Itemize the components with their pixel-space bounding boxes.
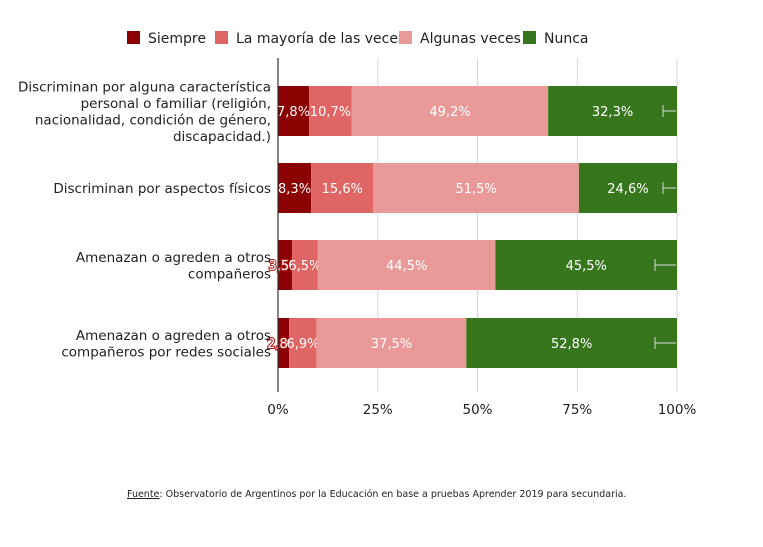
- category-label: Amenazan o agreden a otros: [76, 328, 271, 344]
- category-label: Discriminan por alguna característica: [18, 79, 271, 95]
- x-tick-label: 100%: [658, 402, 697, 418]
- category-label: compañeros: [188, 266, 271, 282]
- category-label: discapacidad.): [173, 129, 271, 145]
- x-tick-label: 0%: [267, 402, 289, 418]
- bar-segment: [351, 86, 549, 136]
- legend-label: Siempre: [148, 31, 206, 47]
- data-label: 6,5%: [288, 259, 321, 274]
- legend-swatch: [523, 31, 536, 44]
- bar-segment: [311, 163, 374, 213]
- category-label: nacionalidad, condición de género,: [35, 112, 271, 128]
- bar-segment: [578, 163, 677, 213]
- data-label: 45,5%: [566, 259, 607, 274]
- source-note: Fuente: Observatorio de Argentinos por l…: [127, 489, 626, 500]
- data-label: 8,3%: [278, 182, 311, 197]
- x-tick-label: 75%: [562, 402, 592, 418]
- legend-swatch: [399, 31, 412, 44]
- bar-segment: [278, 240, 292, 290]
- bar-segment: [316, 318, 467, 368]
- bar-segment: [291, 240, 318, 290]
- source-label: Fuente: [127, 489, 160, 500]
- bar-segment: [466, 318, 677, 368]
- data-label: 44,5%: [386, 259, 427, 274]
- bar-segment: [548, 86, 677, 136]
- data-label: 7,8%: [277, 105, 310, 120]
- data-label: 37,5%: [371, 337, 412, 352]
- bar-segment: [278, 86, 310, 136]
- data-label: 52,8%: [551, 337, 592, 352]
- bar-segment: [495, 240, 677, 290]
- legend-swatch: [127, 31, 140, 44]
- data-label: 51,5%: [455, 182, 496, 197]
- bar-segment: [373, 163, 579, 213]
- x-tick-label: 50%: [462, 402, 492, 418]
- source-text: : Observatorio de Argentinos por la Educ…: [159, 489, 627, 500]
- bar-segment: [278, 318, 290, 368]
- data-label: 32,3%: [592, 105, 633, 120]
- bar-segment: [278, 163, 312, 213]
- legend-label: Nunca: [544, 31, 589, 47]
- bar-segment: [289, 318, 317, 368]
- data-label: 49,2%: [429, 105, 470, 120]
- legend-label: La mayoría de las veces: [236, 31, 405, 47]
- data-label: 15,6%: [322, 182, 363, 197]
- category-label: Discriminan por aspectos físicos: [53, 181, 271, 197]
- category-label: compañeros por redes sociales: [61, 344, 271, 360]
- data-label: 10,7%: [310, 105, 351, 120]
- category-label: personal o familiar (religión,: [81, 96, 271, 112]
- bar-segment: [309, 86, 352, 136]
- data-label: 24,6%: [607, 182, 648, 197]
- bar-segment: [317, 240, 496, 290]
- x-tick-label: 25%: [363, 402, 393, 418]
- data-label: 6,9%: [286, 337, 319, 352]
- legend-label: Algunas veces: [420, 31, 521, 47]
- category-label: Amenazan o agreden a otros: [76, 250, 271, 266]
- legend-swatch: [215, 31, 228, 44]
